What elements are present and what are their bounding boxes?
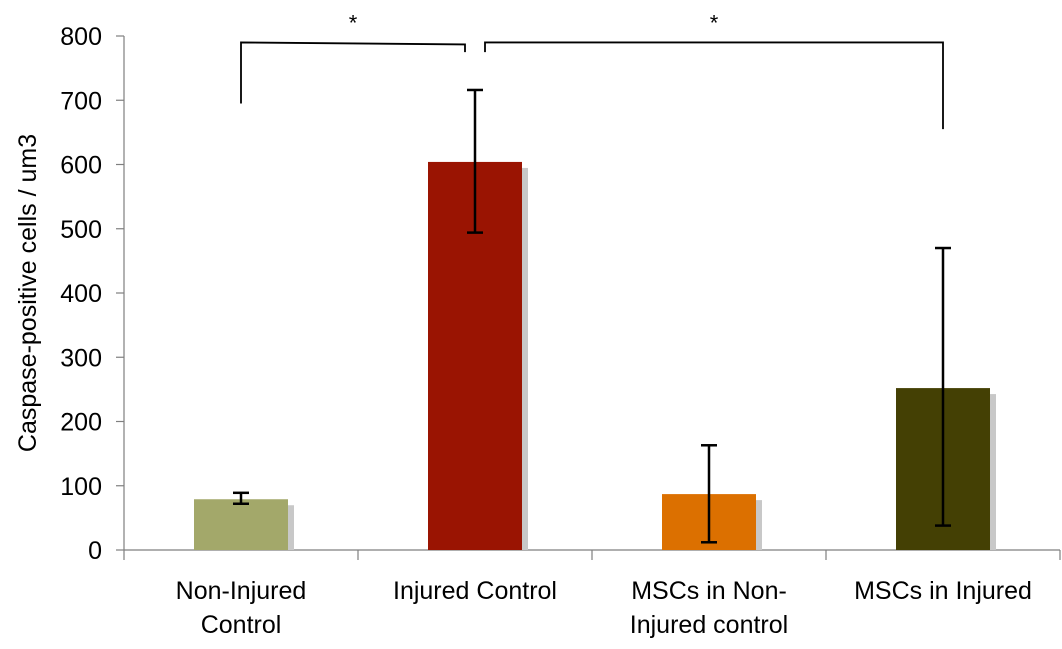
significance-bracket [240,41,466,104]
error-bars [233,88,951,544]
significance-bracket [484,41,944,130]
x-category-label: Control [201,611,282,639]
x-category-label: Non-Injured [176,577,307,605]
y-tick-label: 500 [60,216,102,244]
bar [194,499,288,550]
bars [194,161,996,550]
x-category-label: Injured Control [393,577,557,605]
y-tick-label: 100 [60,473,102,501]
y-tick-label: 400 [60,280,102,308]
labels: 0 100 200 300 400 500 600 700 800 Caspase-positiv… [14,10,1032,639]
y-tick-label: 200 [60,409,102,437]
y-tick-label: 600 [60,152,102,180]
y-tick-label: 700 [60,87,102,115]
y-tick-label: 300 [60,344,102,372]
y-tick-label: 0 [88,537,102,565]
x-category-label: MSCs in Non- [631,577,787,605]
x-category-label: Injured control [630,611,788,639]
y-tick-label: 800 [60,23,102,51]
y-axis-title: Caspase-positive cells / um3 [14,134,42,452]
significance-brackets [240,41,944,130]
significance-label: * [349,10,358,35]
significance-label: * [710,10,719,35]
x-category-label: MSCs in Injured [854,577,1032,605]
